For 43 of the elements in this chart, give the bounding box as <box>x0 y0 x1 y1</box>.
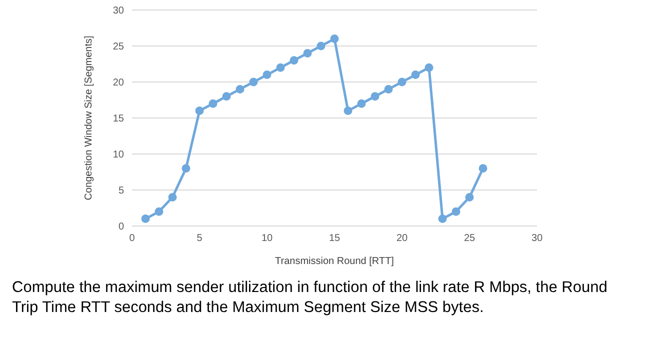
point <box>452 207 460 216</box>
point <box>478 164 488 173</box>
y-tick-label: 20 <box>112 78 124 89</box>
y-tick-label: 10 <box>112 150 124 161</box>
point <box>208 99 218 108</box>
x-tick-label: 25 <box>464 233 476 244</box>
point <box>168 192 177 202</box>
x-tick-label: 10 <box>261 233 273 244</box>
x-tick-label: 30 <box>531 233 543 244</box>
point <box>182 164 190 173</box>
x-tick-label: 0 <box>129 233 136 244</box>
y-axis-title: Congestion Window Size [Segments] <box>84 36 95 200</box>
x-tick-label: 20 <box>396 233 408 244</box>
point <box>222 92 231 101</box>
point <box>370 92 380 101</box>
point <box>290 56 298 65</box>
point <box>438 214 447 224</box>
y-tick-label: 0 <box>118 222 124 233</box>
x-tick-label: 15 <box>328 233 340 244</box>
point <box>195 106 204 116</box>
point <box>154 207 164 216</box>
point <box>384 84 393 94</box>
point <box>357 99 366 108</box>
point <box>411 70 420 80</box>
y-tick-label: 30 <box>112 6 124 17</box>
text: Compute the maximum sender utilization in function of the link rate R Mbps, the Round Trip Time RTT seconds and the Maximum Segment Size MSS bytes. <box>12 278 608 318</box>
point <box>262 70 272 80</box>
x-tick-label: 5 <box>196 233 203 244</box>
point <box>398 78 406 86</box>
point <box>303 48 312 58</box>
point <box>344 106 352 116</box>
point <box>330 34 339 44</box>
point <box>236 84 244 94</box>
x-axis-title: Transmission Round [RTT] <box>275 256 394 267</box>
point <box>424 63 434 72</box>
point <box>276 63 285 72</box>
point <box>141 214 150 224</box>
y-tick-label: 5 <box>118 186 124 197</box>
y-tick-label: 15 <box>112 114 124 125</box>
y-tick-label: 25 <box>112 42 124 53</box>
point <box>316 42 326 50</box>
point <box>465 192 474 202</box>
point <box>249 78 258 86</box>
